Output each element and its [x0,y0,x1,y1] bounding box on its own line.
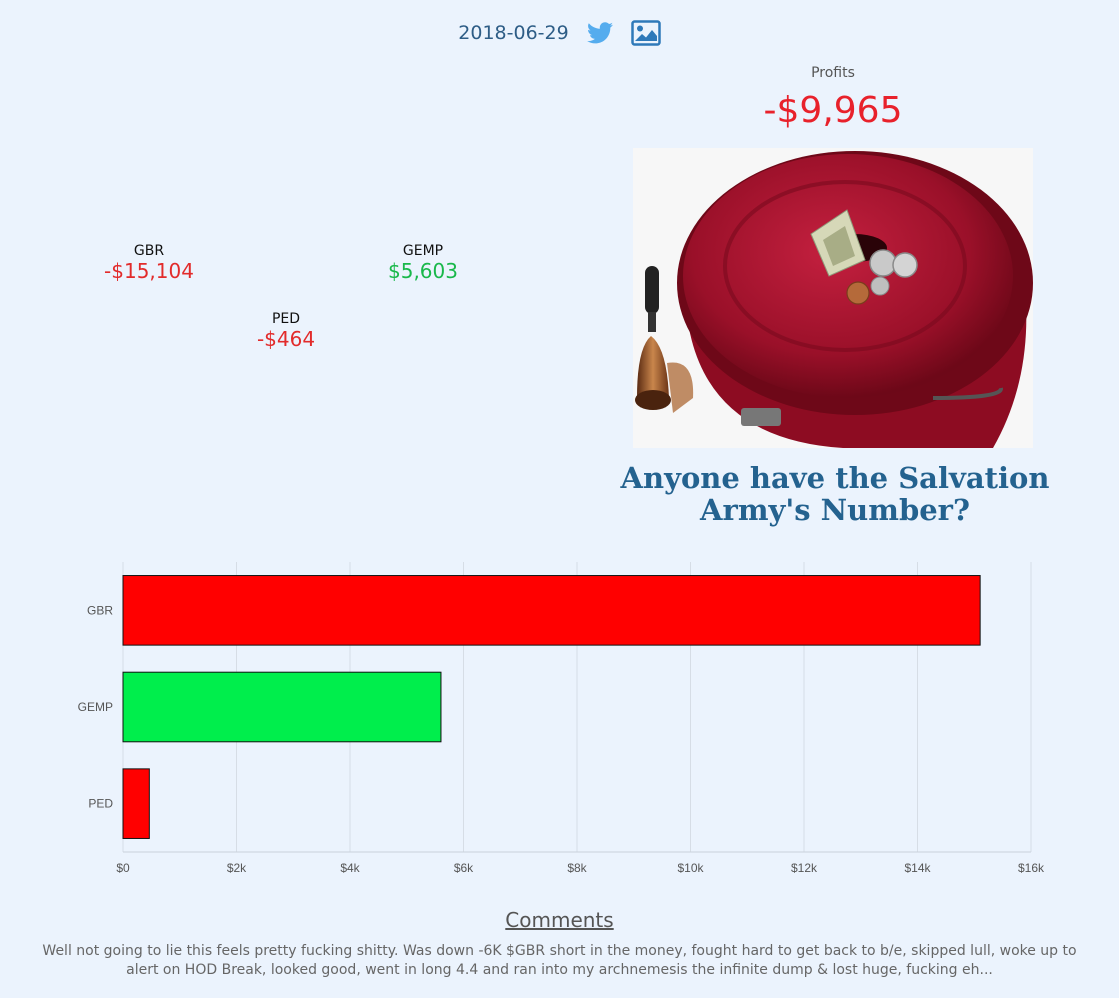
bar-gemp[interactable] [122,671,442,743]
twitter-icon[interactable] [586,22,613,44]
chart-bars [122,575,981,839]
y-tick-label: PED [88,797,113,811]
chart-y-labels: GBR GEMP PED [78,603,114,810]
ticker-gemp: GEMP $5,603 [343,243,503,283]
profits-label: Profits [811,65,855,81]
comments-text: Well not going to lie this feels pretty … [42,943,1077,978]
x-tick-label: $2k [227,861,247,875]
x-tick-label: $16k [1018,861,1045,875]
bar-gbr[interactable] [122,575,981,646]
x-tick-label: $12k [791,861,818,875]
ticker-ped: PED -$464 [206,311,366,351]
x-tick-label: $4k [340,861,360,875]
ticker-symbol: GBR [133,243,165,259]
ticker-symbol: GEMP [402,243,444,259]
x-tick-label: $10k [677,861,704,875]
bar-ped[interactable] [122,768,150,839]
x-tick-label: $14k [904,861,931,875]
ticker-gbr: GBR -$15,104 [69,243,229,283]
ticker-symbol: PED [271,311,301,327]
pnl-bar-chart: GBR GEMP PED $0 $2k $4k $6k $8k $10k $12k $14k $16… [78,562,1045,875]
comments-title: Comments [505,908,614,932]
y-tick-label: GBR [87,603,113,617]
trade-date: 2018-06-29 [458,22,569,44]
ticker-value: $5,603 [388,259,458,283]
image-icon[interactable] [630,20,661,46]
profits-value: -$9,965 [763,90,903,131]
x-tick-label: $8k [567,861,587,875]
donation-kettle-photo [633,148,1033,448]
ticker-value: -$464 [256,327,316,351]
x-tick-label: $6k [454,861,474,875]
post-headline: Anyone have the Salvation Army's Number? [620,461,1050,527]
header: 2018-06-29 [0,20,1119,46]
x-tick-label: $0 [116,861,130,875]
ticker-value: -$15,104 [104,259,194,283]
chart-x-labels: $0 $2k $4k $6k $8k $10k $12k $14k $16k [116,861,1045,875]
y-tick-label: GEMP [78,700,113,714]
